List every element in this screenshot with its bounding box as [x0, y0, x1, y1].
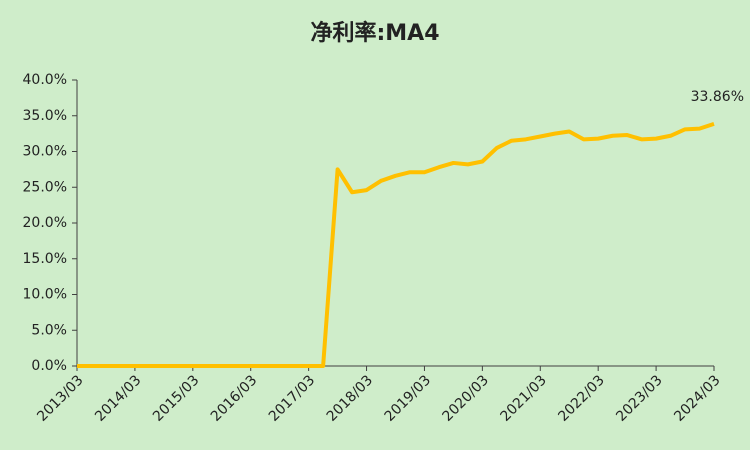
- y-tick-label: 30.0%: [23, 144, 67, 160]
- line: [77, 121, 715, 368]
- y-tick-label: 5.0%: [31, 322, 67, 338]
- y-tick-label: 20.0%: [23, 215, 67, 231]
- y-tick-label: 15.0%: [23, 251, 67, 267]
- y-tick-label: 10.0%: [23, 287, 67, 303]
- value-label: 33.86%: [691, 89, 744, 105]
- y-tick-label: 35.0%: [23, 108, 67, 124]
- chart-title: 净利率:MA4: [310, 20, 439, 46]
- y-tick-label: 25.0%: [23, 179, 67, 195]
- y-tick-label: 0.0%: [31, 358, 67, 374]
- y-tick-label: 40.0%: [23, 72, 67, 88]
